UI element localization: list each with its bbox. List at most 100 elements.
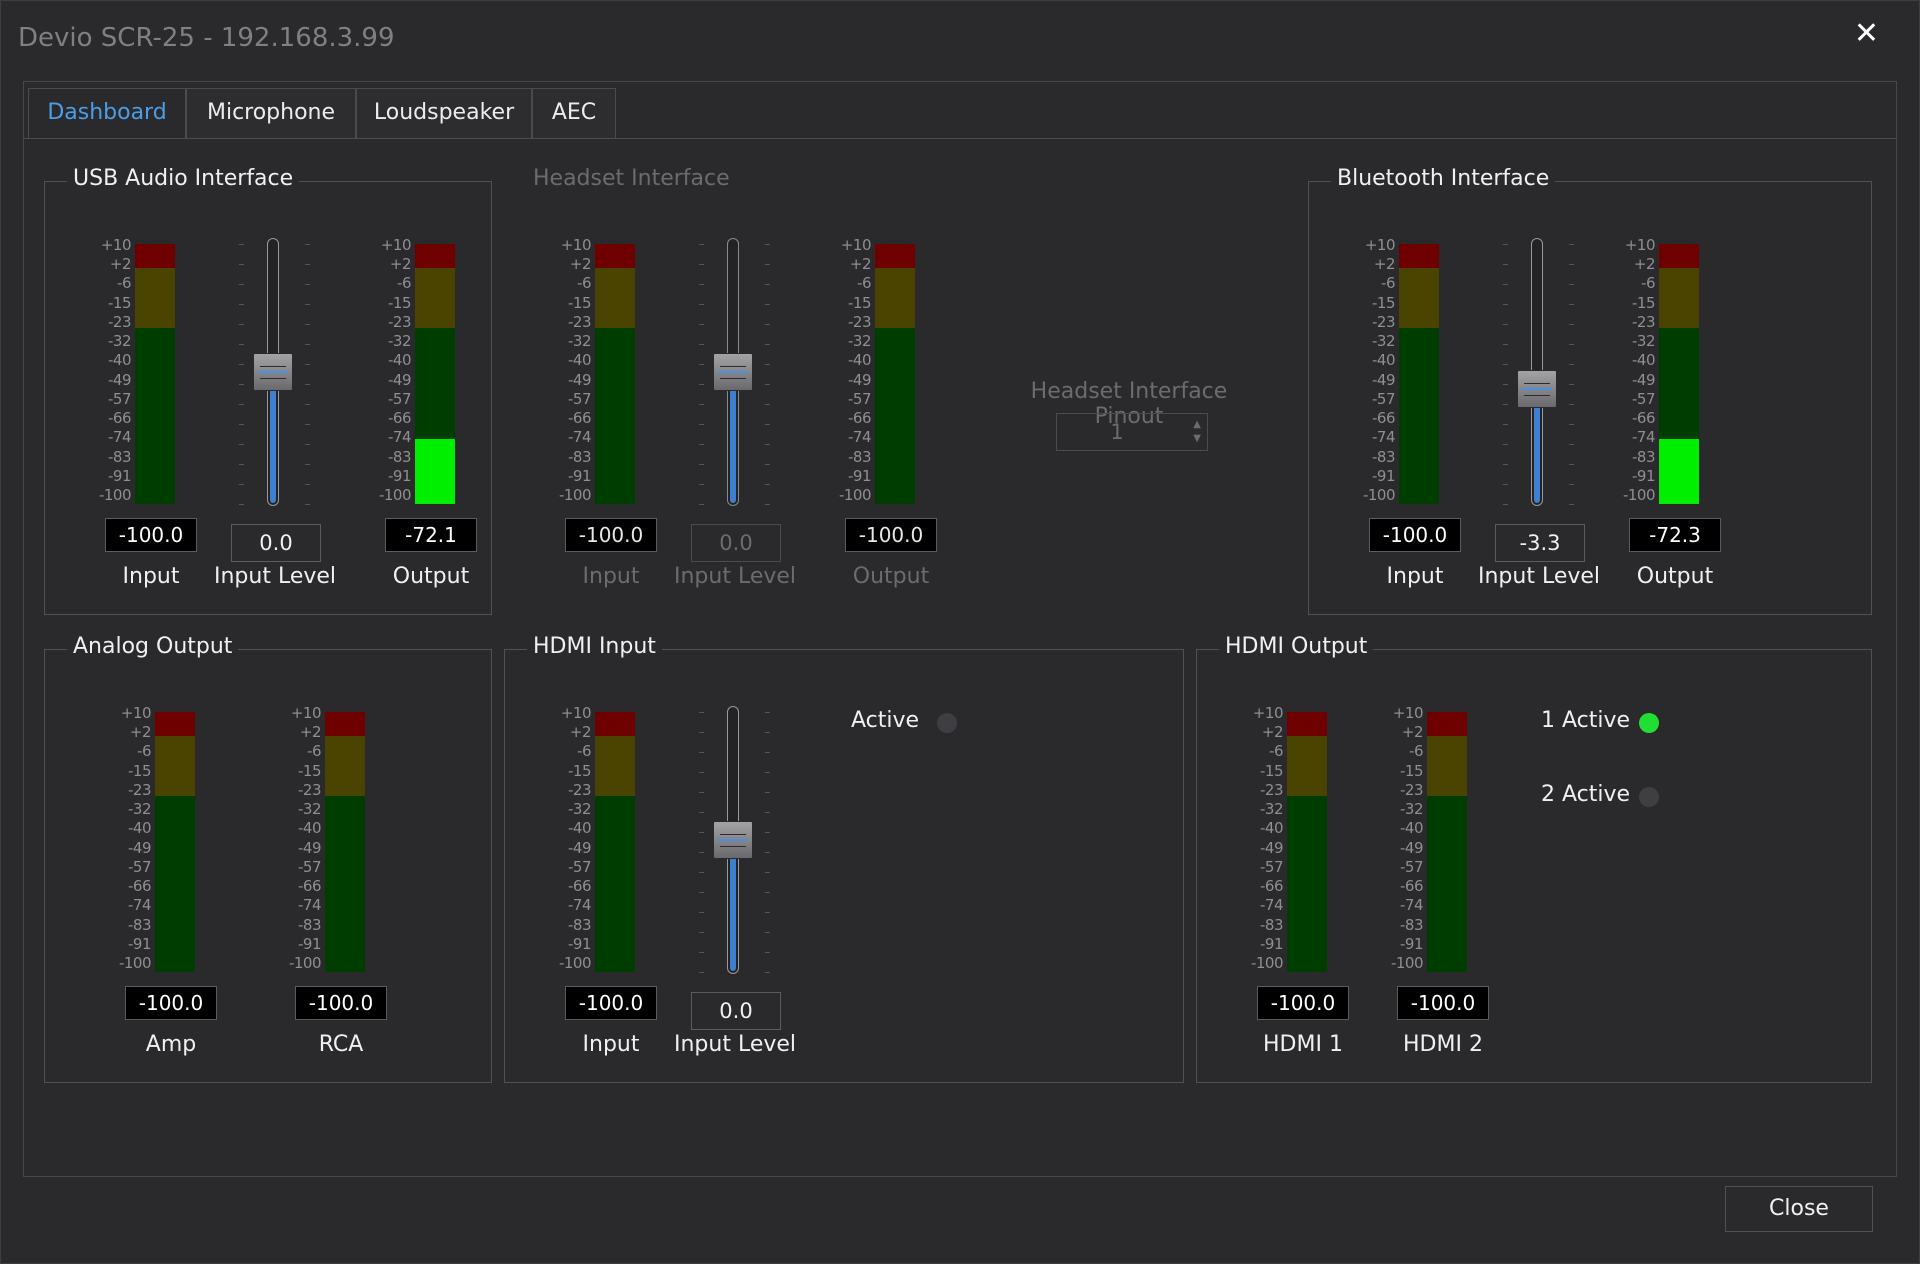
scale-tick-label: -49 xyxy=(568,839,592,857)
fader-label: Input Level xyxy=(673,1032,797,1057)
scale-tick-label: -91 xyxy=(568,467,592,485)
meter-label: Input xyxy=(1386,564,1444,589)
rca-meter: +10 +2 -6 -15 -23 -32 -40 -49 -57 -66 -74 -83 -91 -10… xyxy=(275,706,395,1066)
scale-tick-label: -32 xyxy=(568,332,592,350)
tab-microphone[interactable]: Microphone xyxy=(186,88,356,138)
clip-zone xyxy=(1399,244,1439,268)
scale-tick-label: -15 xyxy=(848,294,872,312)
meter-scale: +10 +2 -6 -15 -23 -32 -40 -49 -57 -66 -74 -83 -91 -10… xyxy=(1609,236,1656,503)
fader-fill xyxy=(730,841,736,971)
tab-dashboard[interactable]: Dashboard xyxy=(28,88,186,138)
scale-tick-label: -32 xyxy=(568,800,592,818)
scale-tick-label: +10 xyxy=(560,704,592,722)
level-bar xyxy=(415,244,455,504)
scale-tick-label: -23 xyxy=(1400,781,1424,799)
indicator-label: Active xyxy=(851,708,920,733)
scale-tick-label: -66 xyxy=(568,409,592,427)
scale-tick-label: -15 xyxy=(108,294,132,312)
fader-ticks xyxy=(665,244,805,505)
meter-readout: -100.0 xyxy=(1257,986,1349,1020)
scale-tick-label: -6 xyxy=(1269,742,1283,760)
clip-zone xyxy=(875,244,915,268)
scale-tick-label: -66 xyxy=(848,409,872,427)
scale-tick-label: -15 xyxy=(568,294,592,312)
scale-tick-label: -66 xyxy=(1632,409,1656,427)
scale-tick-label: -91 xyxy=(128,935,152,953)
scale-tick-label: -23 xyxy=(848,313,872,331)
meter-label: Output xyxy=(852,564,930,589)
fader-thumb[interactable] xyxy=(1517,370,1557,408)
indicator-label: 1 Active xyxy=(1541,708,1631,733)
fader-ticks xyxy=(1469,244,1609,505)
fader-value-box[interactable]: 0.0 xyxy=(691,992,781,1030)
scale-tick-label: -6 xyxy=(577,742,591,760)
scale-tick-label: -23 xyxy=(108,313,132,331)
clip-zone xyxy=(155,712,195,736)
level-bar xyxy=(135,244,175,504)
meter-readout: -100.0 xyxy=(1369,518,1461,552)
scale-tick-label: -83 xyxy=(128,916,152,934)
scale-tick-label: +2 xyxy=(1633,255,1656,273)
headset-pinout-spinbox[interactable]: 1 ▲ ▼ xyxy=(1056,413,1208,451)
fader-value-box[interactable]: -3.3 xyxy=(1495,524,1585,562)
scale-tick-label: -100 xyxy=(558,954,592,972)
scale-tick-label: -57 xyxy=(1632,390,1656,408)
scale-tick-label: -57 xyxy=(388,390,412,408)
scale-tick-label: +2 xyxy=(569,255,592,273)
hdmi2-meter: +10 +2 -6 -15 -23 -32 -40 -49 -57 -66 -74 -83 -91 -10… xyxy=(1377,706,1497,1066)
scale-tick-label: -6 xyxy=(117,274,131,292)
meter-label: Output xyxy=(1636,564,1714,589)
scale-tick-label: -83 xyxy=(298,916,322,934)
scale-tick-label: -74 xyxy=(388,428,412,446)
scale-tick-label: -83 xyxy=(568,916,592,934)
clip-zone xyxy=(1287,712,1327,736)
scale-tick-label: -40 xyxy=(1632,351,1656,369)
close-button[interactable]: Close xyxy=(1725,1186,1873,1232)
fader-thumb[interactable] xyxy=(713,821,753,859)
scale-tick-label: -6 xyxy=(397,274,411,292)
scale-tick-label: -32 xyxy=(1372,332,1396,350)
meter-readout: -72.3 xyxy=(1629,518,1721,552)
close-icon[interactable]: ✕ xyxy=(1853,16,1879,51)
meter-scale: +10 +2 -6 -15 -23 -32 -40 -49 -57 -66 -74 -83 -91 -10… xyxy=(825,238,872,503)
level-fill xyxy=(1659,439,1699,504)
meter-label: Input xyxy=(122,564,180,589)
fader-thumb[interactable] xyxy=(713,353,753,391)
bluetooth-input-level-fader: -3.3 Input Level xyxy=(1469,238,1609,598)
level-bar xyxy=(1287,712,1327,972)
fader-thumb[interactable] xyxy=(253,353,293,391)
scale-tick-label: -74 xyxy=(568,428,592,446)
level-bar xyxy=(1399,244,1439,504)
scale-tick-label: -100 xyxy=(1362,486,1396,504)
scale-tick-label: -15 xyxy=(128,762,152,780)
dashboard-panel: USB Audio Interface +10 +2 -6 -15 -23 -32 -40-… xyxy=(24,138,1896,1177)
usb-input-level-fader: 0.0 Input Level xyxy=(205,238,345,598)
scale-tick-label: -15 xyxy=(568,762,592,780)
scale-tick-label: -74 xyxy=(108,428,132,446)
warn-zone xyxy=(155,736,195,796)
scale-tick-label: -32 xyxy=(298,800,322,818)
spinner-arrows-icon[interactable]: ▲ ▼ xyxy=(1193,419,1201,444)
clip-zone xyxy=(595,244,635,268)
scale-tick-label: -23 xyxy=(1632,313,1656,331)
fader-value-box[interactable]: 0.0 xyxy=(691,524,781,562)
fader-value-box[interactable]: 0.0 xyxy=(231,524,321,562)
tab-aec[interactable]: AEC xyxy=(532,88,616,138)
scale-tick-label: -100 xyxy=(118,954,152,972)
tab-loudspeaker[interactable]: Loudspeaker xyxy=(356,88,532,138)
scale-tick-label: -66 xyxy=(388,409,412,427)
hdmi-input-meter: +10 +2 -6 -15 -23 -32 -40 -49 -57 -66 -74 -83 -91 -10… xyxy=(545,706,665,1066)
warn-zone xyxy=(595,736,635,796)
hdmi-output-1-active-indicator: 1 Active xyxy=(1541,708,1681,738)
scale-tick-label: -23 xyxy=(1372,313,1396,331)
scale-tick-label: -40 xyxy=(388,351,412,369)
meter-scale: +10 +2 -6 -15 -23 -32 -40 -49 -57 -66 -74 -83 -91 -10… xyxy=(105,706,152,971)
meter-scale: +10 +2 -6 -15 -23 -32 -40 -49 -57 -66 -74 -83 -91 -10… xyxy=(1237,706,1284,971)
scale-tick-label: +10 xyxy=(1624,236,1656,254)
meter-readout: -100.0 xyxy=(845,518,937,552)
group-title: Bluetooth Interface xyxy=(1331,166,1556,191)
scale-tick-label: -23 xyxy=(388,313,412,331)
clip-zone xyxy=(135,244,175,268)
hdmi-input-level-fader: 0.0 Input Level xyxy=(665,706,805,1066)
